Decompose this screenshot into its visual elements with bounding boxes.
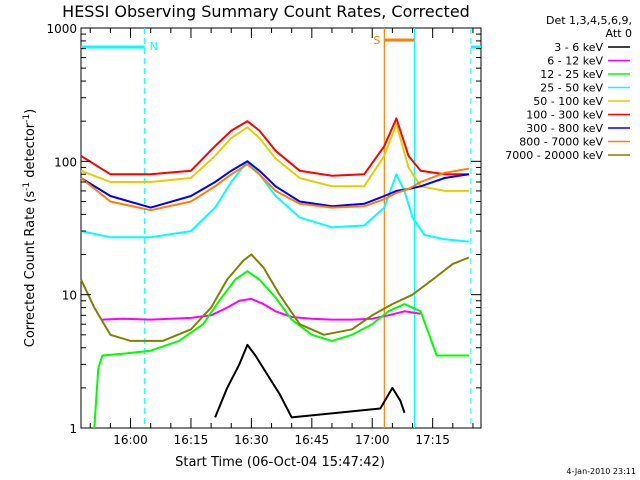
y-tick-label: 10 <box>62 289 77 303</box>
x-tick-label: 16:00 <box>113 433 148 447</box>
legend-label-2: 12 - 25 keV <box>540 68 603 81</box>
legend-label-5: 100 - 300 keV <box>526 109 603 122</box>
series-line-0 <box>214 343 406 419</box>
legend-header-line-1: Det 1,3,4,5,6,9, <box>546 14 632 27</box>
series-line-3 <box>80 160 469 243</box>
x-tick-label: 17:15 <box>415 433 450 447</box>
x-tick-label: 16:15 <box>174 433 209 447</box>
y-axis-label-part-2: detector <box>23 122 38 182</box>
legend-label-0: 3 - 6 keV <box>554 41 603 54</box>
y-tick-label: 100 <box>54 155 77 169</box>
series-line-1 <box>102 297 421 321</box>
chart-title: HESSI Observing Summary Count Rates, Cor… <box>62 2 470 21</box>
y-axis-label-sup-1: -1 <box>22 182 32 191</box>
series-line-5 <box>80 117 469 177</box>
saa-label: S <box>373 34 380 47</box>
y-axis-label-part-1: Corrected Count Rate (s <box>23 191 38 348</box>
y-tick-label: 1 <box>69 422 77 436</box>
legend-label-8: 7000 - 20000 keV <box>505 149 603 162</box>
series-line-7 <box>80 163 470 212</box>
plot-frame <box>80 27 482 429</box>
y-axis-label-sup-2: -1 <box>22 114 32 123</box>
legend-label-7: 800 - 7000 keV <box>519 136 603 149</box>
legend-label-6: 300 - 800 keV <box>526 122 603 135</box>
legend-label-4: 50 - 100 keV <box>533 95 603 108</box>
timestamp: 4-Jan-2010 23:11 <box>566 467 636 476</box>
y-axis-ticks: 1 10 100 1000 <box>46 22 481 436</box>
legend-label-3: 25 - 50 keV <box>540 82 603 95</box>
x-tick-label: 16:45 <box>295 433 330 447</box>
x-tick-label: 16:30 <box>234 433 269 447</box>
series-line-2 <box>93 270 469 429</box>
series-layer <box>80 117 470 429</box>
series-line-4 <box>80 123 469 192</box>
x-axis-ticks: 16:00 16:15 16:30 16:45 17:00 17:15 <box>89 28 474 447</box>
y-tick-label: 1000 <box>46 22 77 36</box>
night-label: N <box>150 40 158 53</box>
x-tick-label: 17:00 <box>355 433 390 447</box>
y-axis-label: Corrected Count Rate (s-1 detector-1) <box>22 109 38 347</box>
legend-label-1: 6 - 12 keV <box>547 55 603 68</box>
y-axis-label-part-3: ) <box>23 109 38 114</box>
series-line-8 <box>80 253 470 342</box>
x-axis-label: Start Time (06-Oct-04 15:47:42) <box>175 455 385 470</box>
legend-header-line-2: Att 0 <box>606 27 632 40</box>
series-line-6 <box>80 160 470 209</box>
